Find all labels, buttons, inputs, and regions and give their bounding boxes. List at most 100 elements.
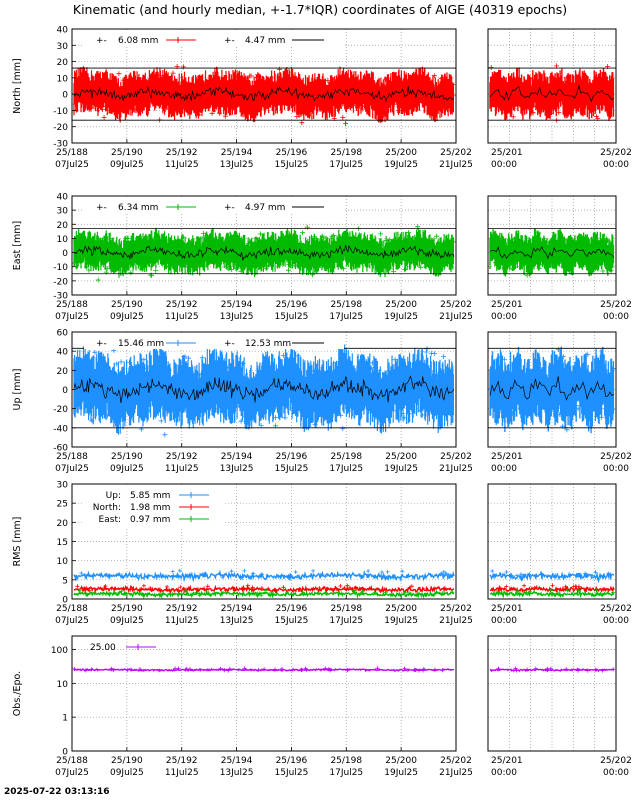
x-tick-label-doy: 25/192 xyxy=(166,756,198,766)
y-tick-label: 40 xyxy=(57,26,69,36)
x-tick-label-date: 15Jul25 xyxy=(275,312,309,322)
x-tick-label-date: 09Jul25 xyxy=(110,768,144,778)
x-tick-label-date: 17Jul25 xyxy=(329,616,363,626)
x-tick-label-doy: 25/201 xyxy=(491,300,523,310)
x-tick-label-doy: 25/201 xyxy=(491,148,523,158)
plot-frame xyxy=(71,635,457,752)
x-tick-label-doy: 25/198 xyxy=(330,452,362,462)
x-tick-label-doy: 25/188 xyxy=(56,756,88,766)
plot-frame xyxy=(487,331,617,448)
y-tick-label: -10 xyxy=(53,263,68,273)
y-tick-label: 0 xyxy=(62,748,68,758)
series-rms-up-outliers xyxy=(490,569,613,580)
x-tick-label-date: 13Jul25 xyxy=(220,768,254,778)
legend-kinematic-swatch-marker xyxy=(175,37,181,43)
x-tick-label-doy: 25/194 xyxy=(221,756,253,766)
x-tick-label-date: 00:00 xyxy=(603,160,629,170)
x-tick-label-date: 17Jul25 xyxy=(329,768,363,778)
series-rms-east xyxy=(489,588,615,599)
x-tick-label-doy: 25/190 xyxy=(111,148,143,158)
legend-kinematic-swatch-marker xyxy=(175,340,181,346)
x-tick-label-doy: 25/201 xyxy=(491,452,523,462)
y-axis-label: Obs./Epo. xyxy=(12,671,23,716)
legend-rms-name: East: xyxy=(99,515,121,525)
x-tick-label-doy: 25/200 xyxy=(385,452,417,462)
series-obs-outliers xyxy=(496,666,616,673)
y-tick-label: 100 xyxy=(51,646,68,656)
x-tick-label-doy: 25/190 xyxy=(111,452,143,462)
x-tick-label-doy: 25/202 xyxy=(440,452,472,462)
kinematic-outliers xyxy=(72,64,457,126)
series-rms-up-outliers xyxy=(79,568,451,580)
y-tick-label: 10 xyxy=(57,74,69,84)
x-tick-label-doy: 25/188 xyxy=(56,300,88,310)
y-tick-label: 10 xyxy=(57,557,69,567)
legend-rms-name: North: xyxy=(93,503,121,513)
series-median-north xyxy=(73,85,454,102)
legend-kinematic-value: 15.46 mm xyxy=(118,339,164,349)
x-tick-label-date: 07Jul25 xyxy=(55,768,89,778)
legend-background xyxy=(84,199,344,213)
x-tick-label-doy: 25/194 xyxy=(221,300,253,310)
x-tick-label-date: 00:00 xyxy=(491,768,517,778)
x-tick-label-date: 19Jul25 xyxy=(384,464,418,474)
plot-frame xyxy=(487,195,617,296)
series-rms-north-outliers xyxy=(75,583,447,594)
x-tick-label-date: 13Jul25 xyxy=(220,160,254,170)
x-tick-label-doy: 25/200 xyxy=(385,604,417,614)
x-tick-label-doy: 25/201 xyxy=(491,756,523,766)
x-tick-label-date: 00:00 xyxy=(603,768,629,778)
y-tick-label: -20 xyxy=(53,405,68,415)
x-tick-label-doy: 25/200 xyxy=(385,148,417,158)
x-tick-label-date: 11Jul25 xyxy=(165,312,199,322)
y-axis-label: North [mm] xyxy=(12,58,23,114)
x-tick-label-date: 21Jul25 xyxy=(439,312,473,322)
x-tick-label-date: 15Jul25 xyxy=(275,160,309,170)
x-tick-label-doy: 25/196 xyxy=(276,604,308,614)
x-tick-label-date: 13Jul25 xyxy=(220,616,254,626)
x-tick-label-doy: 25/198 xyxy=(330,604,362,614)
series-kinematic-up xyxy=(488,346,616,434)
y-tick-label: 30 xyxy=(57,481,69,491)
x-tick-label-doy: 25/198 xyxy=(330,148,362,158)
series-rms-up xyxy=(489,571,615,584)
page-title: Kinematic (and hourly median, +-1.7*IQR)… xyxy=(72,2,568,17)
x-tick-label-date: 11Jul25 xyxy=(165,160,199,170)
x-tick-label-doy: 25/202 xyxy=(440,148,472,158)
x-tick-label-date: 00:00 xyxy=(491,616,517,626)
series-rms-north xyxy=(489,584,615,594)
x-tick-label-date: 09Jul25 xyxy=(110,464,144,474)
series-median-up xyxy=(73,375,455,404)
x-tick-label-doy: 25/188 xyxy=(56,148,88,158)
legend-background xyxy=(84,32,344,46)
legend-prefix: +- xyxy=(96,36,107,46)
x-tick-label-date: 07Jul25 xyxy=(55,160,89,170)
legend-background xyxy=(84,335,344,349)
legend-rms-value: 0.97 mm xyxy=(130,515,170,525)
series-rms-north-outliers xyxy=(496,583,615,593)
legend-prefix: +- xyxy=(96,203,107,213)
x-tick-label-date: 15Jul25 xyxy=(275,464,309,474)
x-tick-label-date: 00:00 xyxy=(603,616,629,626)
x-tick-label-date: 11Jul25 xyxy=(165,464,199,474)
legend-kinematic-swatch-marker xyxy=(175,204,181,210)
y-tick-label: 20 xyxy=(57,519,69,529)
x-tick-label-date: 00:00 xyxy=(491,312,517,322)
x-tick-label-date: 11Jul25 xyxy=(165,768,199,778)
legend-median-value: 12.53 mm xyxy=(245,339,291,349)
y-tick-label: 40 xyxy=(57,348,69,358)
y-axis-label: RMS [mm] xyxy=(12,517,23,567)
x-tick-label-date: 19Jul25 xyxy=(384,768,418,778)
x-tick-label-doy: 25/198 xyxy=(330,756,362,766)
x-tick-label-date: 13Jul25 xyxy=(220,464,254,474)
series-median-north xyxy=(489,84,615,103)
x-tick-label-doy: 25/202 xyxy=(600,148,632,158)
y-tick-label: 0 xyxy=(62,596,68,606)
y-tick-label: 15 xyxy=(57,538,68,548)
x-tick-label-date: 19Jul25 xyxy=(384,312,418,322)
legend-rms-value: 5.85 mm xyxy=(130,491,170,501)
y-tick-label: 25 xyxy=(57,500,68,510)
y-tick-label: 10 xyxy=(57,680,69,690)
y-tick-label: 30 xyxy=(57,42,69,52)
